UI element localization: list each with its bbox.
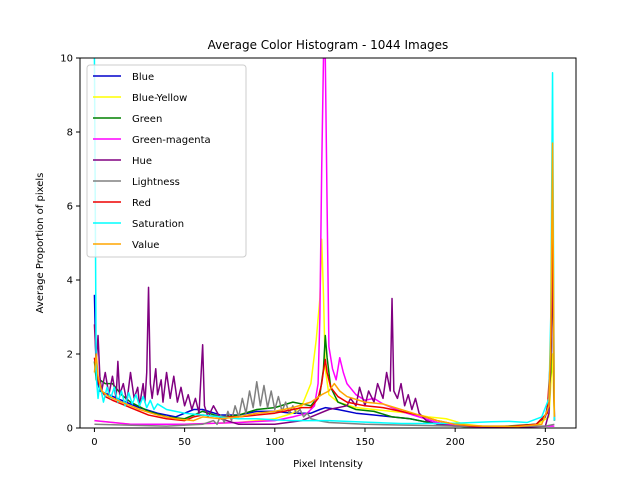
x-tick-label-4: 200 bbox=[446, 437, 465, 448]
y-tick-label-3: 6 bbox=[67, 202, 73, 213]
legend-label-0: Blue bbox=[132, 72, 154, 83]
x-tick-label-3: 150 bbox=[355, 437, 374, 448]
legend-label-1: Blue-Yellow bbox=[132, 93, 187, 104]
series-line-3 bbox=[94, 58, 555, 428]
x-tick-label-0: 0 bbox=[91, 437, 97, 448]
legend-label-5: Lightness bbox=[132, 177, 180, 188]
y-axis-label: Average Proportion of pixels bbox=[35, 173, 46, 314]
y-tick-label-0: 0 bbox=[67, 424, 73, 435]
legend-label-7: Saturation bbox=[132, 219, 184, 230]
legend: Blue Blue-Yellow Green Green-magenta Hue Ligh… bbox=[86, 64, 247, 258]
x-axis: 0 50 100 150 200 250 bbox=[91, 428, 555, 448]
y-axis: 0 2 4 6 8 10 bbox=[60, 54, 80, 435]
legend-label-2: Green bbox=[132, 114, 162, 125]
series-layer bbox=[93, 58, 556, 428]
legend-label-3: Green-magenta bbox=[132, 135, 211, 146]
legend-label-8: Value bbox=[132, 240, 159, 251]
plot-frame bbox=[79, 57, 577, 429]
y-tick-label-5: 10 bbox=[60, 54, 73, 65]
series-line-7 bbox=[93, 58, 556, 425]
legend-label-4: Hue bbox=[132, 156, 152, 167]
legend-label-6: Red bbox=[132, 198, 151, 209]
series-line-8 bbox=[93, 142, 556, 428]
series-line-5 bbox=[94, 381, 555, 427]
y-tick-label-2: 4 bbox=[67, 276, 73, 287]
x-tick-label-1: 50 bbox=[178, 437, 191, 448]
legend-box bbox=[86, 64, 247, 258]
x-tick-label-5: 250 bbox=[536, 437, 555, 448]
series-line-4 bbox=[93, 257, 556, 428]
chart-title: Average Color Histogram - 1044 Images bbox=[208, 38, 449, 52]
x-axis-label: Pixel Intensity bbox=[293, 459, 363, 470]
y-tick-label-1: 2 bbox=[67, 350, 73, 361]
x-tick-label-2: 100 bbox=[265, 437, 284, 448]
y-tick-label-4: 8 bbox=[67, 128, 73, 139]
